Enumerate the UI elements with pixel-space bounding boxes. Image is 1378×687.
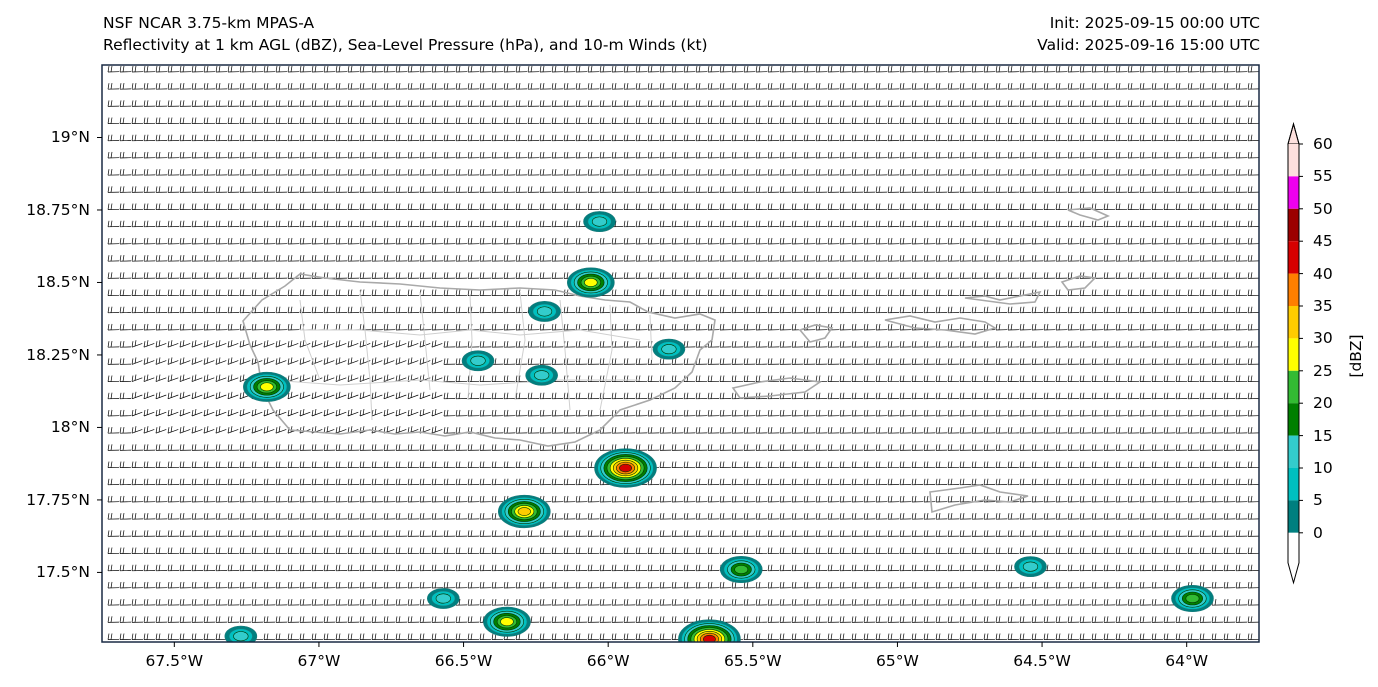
colorbar-segment <box>1288 306 1299 339</box>
y-tick-label: 18°N <box>50 418 90 437</box>
valid-time: Valid: 2025-09-16 15:00 UTC <box>1037 36 1260 54</box>
colorbar-segment <box>1288 500 1299 533</box>
colorbar-tick-label: 45 <box>1313 232 1333 251</box>
colorbar-segment <box>1288 273 1299 306</box>
reflectivity-contour <box>591 216 608 227</box>
x-tick-label: 66°W <box>586 652 630 670</box>
model-title: NSF NCAR 3.75-km MPAS-A <box>103 14 315 32</box>
reflectivity-contour <box>1022 561 1039 572</box>
reflectivity-cell <box>719 556 763 584</box>
colorbar <box>1287 122 1303 585</box>
reflectivity-cell <box>224 625 258 642</box>
y-tick-label: 17.5°N <box>36 563 90 582</box>
fields-title: Reflectivity at 1 km AGL (dBZ), Sea-Leve… <box>103 36 708 54</box>
colorbar-tick-label: 20 <box>1313 394 1333 413</box>
x-tick-label: 65.5°W <box>724 652 782 670</box>
reflectivity-contour <box>260 382 274 392</box>
y-tick-label: 19°N <box>50 128 90 147</box>
reflectivity-cell <box>525 364 558 386</box>
virgin-islands-outline <box>884 315 997 335</box>
colorbar-tick-label: 25 <box>1313 361 1333 380</box>
coastlines <box>242 207 1111 514</box>
st-croix-outline <box>929 484 1029 514</box>
colorbar-min-extension <box>1288 532 1299 583</box>
reflectivity-cell <box>652 338 686 360</box>
reflectivity-cell <box>427 588 460 609</box>
wind-barbs <box>107 65 1259 640</box>
reflectivity-cell <box>678 619 741 642</box>
map-frame <box>101 64 1260 643</box>
x-tick-label: 65°W <box>876 652 919 670</box>
colorbar-segment <box>1288 208 1299 242</box>
y-tick-label: 18.25°N <box>26 345 90 364</box>
culebra-outline <box>798 324 834 343</box>
reflectivity-cell <box>567 267 615 298</box>
colorbar-segment <box>1288 338 1299 371</box>
colorbar-segment <box>1288 370 1299 404</box>
puerto-rico-outline <box>242 273 716 447</box>
colorbar-outline <box>1287 122 1300 585</box>
reflectivity-cell <box>483 606 531 637</box>
reflectivity-cell <box>1171 585 1214 613</box>
reflectivity-contour <box>233 631 249 642</box>
colorbar-tick-label: 5 <box>1313 491 1323 510</box>
reflectivity-cell <box>243 371 291 402</box>
reflectivity-contour <box>500 617 514 627</box>
reflectivity-contour <box>1185 594 1200 604</box>
colorbar-tick-label: 50 <box>1313 199 1333 218</box>
x-tick-label: 67.5°W <box>145 652 204 670</box>
reflectivity-contour <box>619 463 632 473</box>
reflectivity-contour <box>703 634 716 642</box>
reflectivity-contour <box>470 355 486 366</box>
reflectivity-cell <box>594 448 657 488</box>
colorbar-tick-label: 60 <box>1313 135 1333 153</box>
colorbar-tick-label: 0 <box>1313 523 1323 542</box>
x-tick-label: 64.5°W <box>1013 652 1071 670</box>
colorbar-max-extension <box>1287 122 1300 145</box>
colorbar-segment <box>1288 144 1299 177</box>
colorbar-label: [dBZ] <box>1347 334 1365 378</box>
y-tick-label: 17.75°N <box>26 490 90 509</box>
vieques-outline <box>731 377 823 399</box>
reflectivity-cell <box>528 301 561 322</box>
y-tick-label: 18.5°N <box>36 273 90 292</box>
reflectivity-contour <box>536 306 553 317</box>
colorbar-tick-label: 55 <box>1313 167 1333 186</box>
colorbar-tick-label: 15 <box>1313 426 1333 445</box>
colorbar-segment <box>1288 176 1299 209</box>
init-time: Init: 2025-09-15 00:00 UTC <box>1049 14 1260 32</box>
colorbar-segment <box>1288 435 1299 468</box>
x-tick-label: 66.5°W <box>434 652 493 670</box>
x-tick-label: 67°W <box>297 652 341 670</box>
colorbar-tick-label: 10 <box>1313 459 1333 477</box>
reflectivity-cell <box>498 494 551 529</box>
reflectivity-cell <box>583 211 616 232</box>
colorbar-tick-label: 40 <box>1313 264 1333 283</box>
reflectivity-contour <box>534 370 550 381</box>
colorbar-tick-label: 35 <box>1313 297 1333 315</box>
reflectivity-cells <box>224 211 1214 642</box>
reflectivity-contour <box>734 565 749 575</box>
colorbar-tick-label: 30 <box>1313 329 1333 348</box>
colorbar-segment <box>1288 468 1299 501</box>
reflectivity-contour <box>517 507 531 516</box>
y-tick-label: 18.75°N <box>26 200 90 219</box>
reflectivity-contour <box>661 344 677 355</box>
wind-barb-field <box>107 65 1259 640</box>
x-tick-label: 64°W <box>1165 652 1209 670</box>
reflectivity-cell <box>1014 556 1047 578</box>
colorbar-segment <box>1288 241 1299 274</box>
colorbar-segment <box>1288 403 1299 436</box>
reflectivity-contour <box>435 593 451 604</box>
reflectivity-cell <box>461 350 495 372</box>
reflectivity-contour <box>584 278 598 287</box>
